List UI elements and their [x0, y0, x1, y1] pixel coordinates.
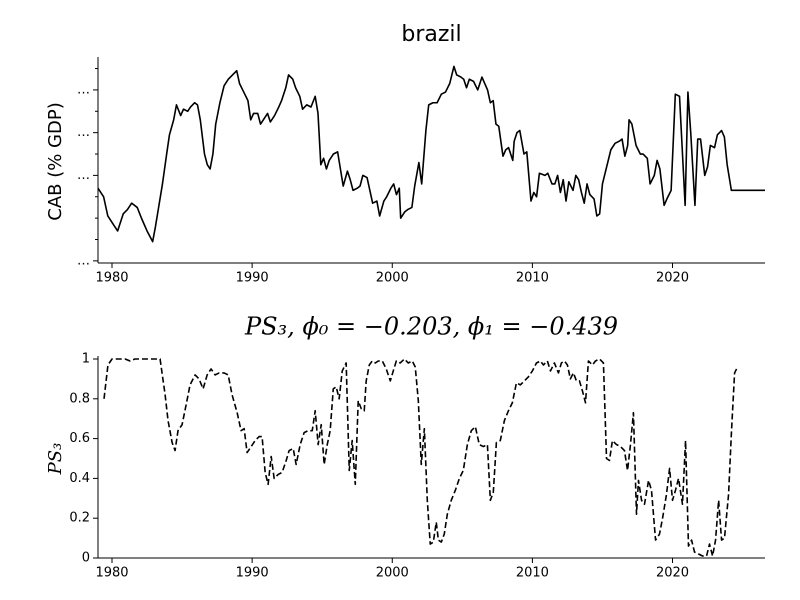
- chart-title: PS₃, ϕ₀ = −0.203, ϕ₁ = −0.439: [244, 313, 618, 341]
- x-tick-label: 2010: [516, 566, 549, 581]
- x-tick-label: 1980: [95, 271, 128, 286]
- y-tick-label: 0: [82, 551, 90, 566]
- y-tick-label: 0.8: [69, 391, 90, 406]
- y-tick-label: …: [77, 168, 90, 183]
- x-tick-label: 1980: [95, 566, 128, 581]
- y-axis-label: CAB (% GDP): [45, 102, 66, 221]
- y-tick-label: 0.4: [69, 471, 90, 486]
- y-tick-label: …: [77, 125, 90, 140]
- x-tick-label: 2000: [376, 566, 409, 581]
- y-tick-label: …: [77, 82, 90, 97]
- x-tick-label: 1990: [236, 271, 269, 286]
- data-line: [97, 65, 765, 243]
- y-axis-label: PS₃: [45, 443, 66, 476]
- x-tick-label: 2020: [656, 566, 689, 581]
- chart-title: brazil: [401, 22, 461, 47]
- y-tick-label: 0.6: [69, 431, 90, 446]
- y-tick-label: …: [77, 253, 90, 268]
- y-tick-label: 1: [82, 352, 90, 367]
- data-line: [103, 358, 739, 557]
- x-tick-label: 2000: [376, 271, 409, 286]
- y-tick-label: 0.2: [69, 511, 90, 526]
- x-tick-label: 1990: [236, 566, 269, 581]
- x-tick-label: 2010: [516, 271, 549, 286]
- x-tick-label: 2020: [656, 271, 689, 286]
